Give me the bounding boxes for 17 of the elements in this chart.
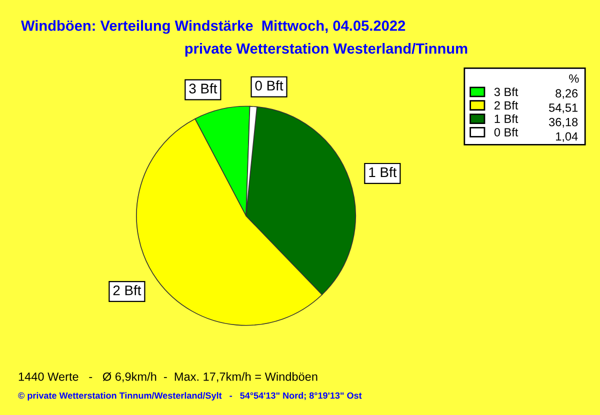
data-label: 54,51 bbox=[549, 104, 578, 114]
legend-label: 2 Bft bbox=[494, 100, 518, 110]
legend-title: % bbox=[569, 74, 579, 83]
text: 1440 Werte - Ø 6,9km/h - Max. 17,7km/h = Windböen bbox=[18, 372, 318, 382]
legend-label: 3 Bft bbox=[494, 87, 518, 96]
chart-title: Windböen: Verteilung Windstärke Mittwoch, 04.05.2022 bbox=[21, 20, 406, 34]
text: © private Wetterstation Tinnum/Westerland/Sylt - 54°54'13" Nord; 8°19'13" Ost bbox=[18, 392, 362, 401]
slice-label: 3 Bft bbox=[189, 83, 218, 94]
data-label: 8,26 bbox=[556, 89, 578, 99]
slice-label: 2 Bft bbox=[113, 285, 142, 296]
slice-label: 0 Bft bbox=[255, 80, 284, 91]
legend-label: 0 Bft bbox=[494, 128, 518, 136]
data-label: 36,18 bbox=[549, 118, 578, 128]
data-label: 1,04 bbox=[556, 132, 578, 142]
legend-label: 1 Bft bbox=[494, 114, 518, 123]
chart-subtitle: private Wetterstation Westerland/Tinnum bbox=[185, 43, 468, 57]
slice-label: 1 Bft bbox=[369, 166, 397, 178]
